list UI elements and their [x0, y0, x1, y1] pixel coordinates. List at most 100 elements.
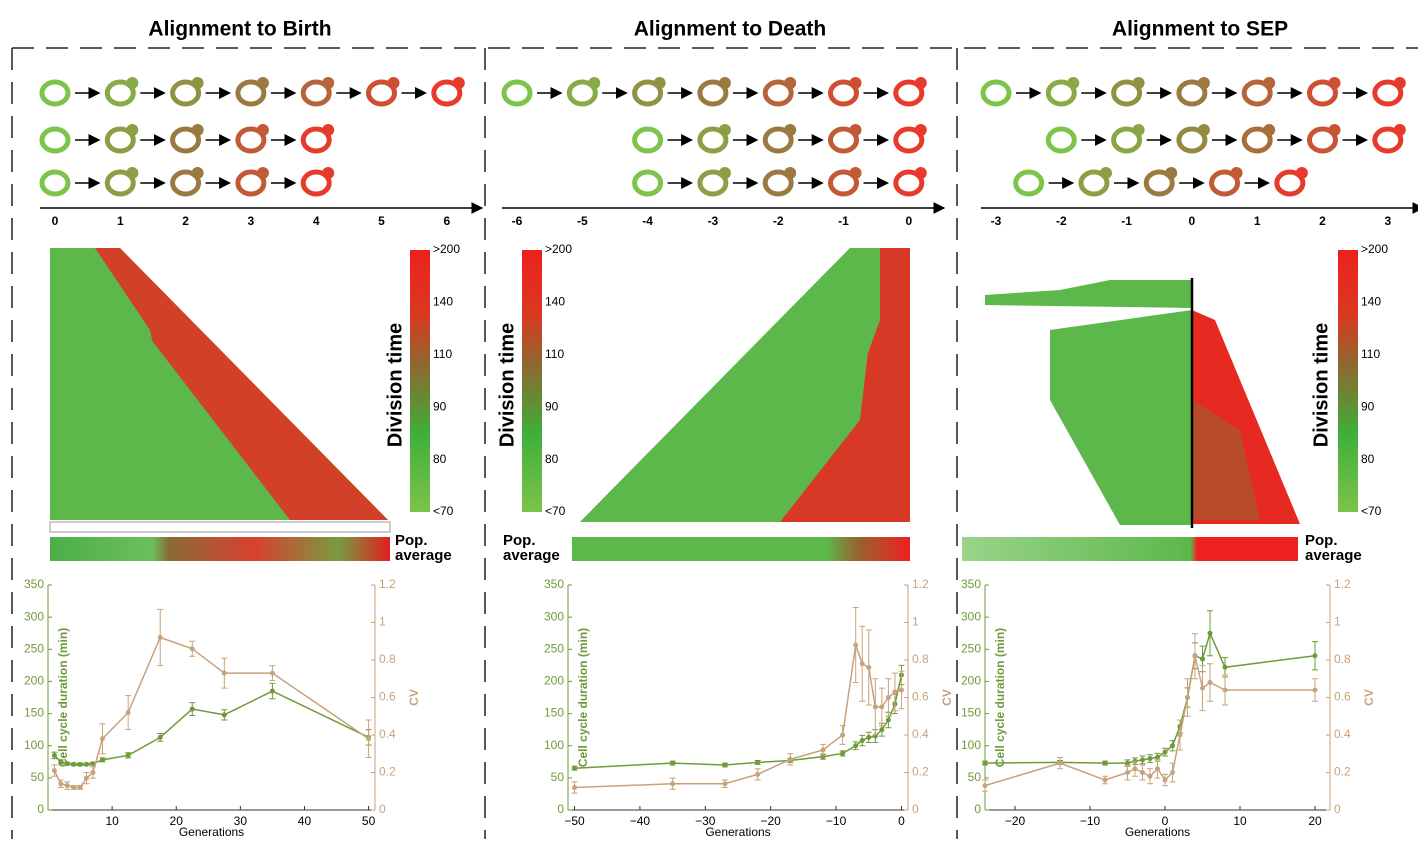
time-tick-label: -2: [773, 214, 784, 228]
cell: [170, 126, 202, 154]
point: [670, 781, 676, 787]
x-tick-label: 30: [234, 814, 248, 828]
colorbar-label: 140: [545, 295, 565, 309]
y-tick-label: 250: [544, 641, 564, 655]
colorbar-label: 90: [433, 399, 447, 413]
time-tick-label: 1: [1254, 214, 1261, 228]
heatmap: [49, 248, 391, 533]
cell: [697, 126, 729, 154]
cell: [697, 79, 729, 107]
cell: [762, 126, 794, 154]
cell: [1176, 126, 1208, 154]
pop-label: average: [1305, 547, 1362, 564]
cell: [632, 126, 664, 154]
bud: [1263, 77, 1276, 89]
bud: [718, 167, 731, 179]
colorbar: [410, 250, 430, 512]
y2-tick-label: 0.6: [1334, 690, 1351, 704]
bud: [849, 167, 862, 179]
y-tick-label: 300: [24, 609, 44, 623]
colorbar-label: >200: [433, 242, 460, 256]
bud: [387, 77, 400, 89]
point: [859, 738, 865, 744]
y-tick-label: 100: [544, 738, 564, 752]
point: [1185, 695, 1190, 700]
y-tick-label: 300: [544, 609, 564, 623]
bud: [784, 167, 797, 179]
point: [859, 661, 865, 667]
cell: [893, 169, 925, 197]
point: [787, 756, 793, 762]
y2-tick-label: 0.8: [912, 652, 929, 666]
point: [269, 670, 275, 676]
point: [58, 759, 64, 765]
point: [1125, 770, 1130, 775]
cell: [300, 79, 332, 107]
bud: [784, 77, 797, 89]
x-tick-label: 40: [298, 814, 312, 828]
point: [1192, 653, 1198, 659]
colorbar-label: >200: [545, 242, 572, 256]
point: [840, 750, 846, 756]
bud: [322, 77, 335, 89]
point: [157, 635, 163, 640]
time-tick-label: 2: [182, 214, 189, 228]
cell: [39, 79, 71, 107]
bud: [1328, 124, 1341, 136]
point: [840, 732, 846, 738]
series-line: [984, 656, 1315, 787]
time-tick-label: -4: [642, 214, 653, 228]
point: [885, 717, 891, 723]
point: [572, 765, 578, 771]
cell: [501, 79, 533, 107]
bud: [1099, 167, 1112, 179]
point: [71, 761, 77, 767]
point: [879, 704, 885, 710]
bud: [126, 124, 139, 136]
point: [125, 752, 131, 758]
colorbar-label: 80: [433, 452, 447, 466]
point: [100, 736, 105, 742]
point: [58, 781, 64, 787]
point: [1147, 773, 1153, 779]
x-axis-label: Generations: [179, 825, 244, 839]
bud: [322, 124, 335, 136]
y-tick-label: 200: [961, 674, 981, 688]
y-tick-label: 50: [968, 770, 982, 784]
bud: [126, 77, 139, 89]
cell: [235, 79, 267, 107]
point: [982, 760, 988, 766]
y2-tick-label: 0.2: [912, 765, 929, 779]
point: [221, 670, 227, 676]
colorbar: [522, 250, 542, 512]
colorbar-label: <70: [1361, 504, 1382, 518]
time-tick-label: 4: [313, 214, 320, 228]
point: [1170, 743, 1175, 749]
point: [982, 783, 988, 789]
series-line: [574, 674, 903, 769]
cell: [235, 169, 267, 197]
cell: [893, 79, 925, 107]
colorbar-label: <70: [545, 504, 566, 518]
colorbar-label: 140: [433, 295, 453, 309]
y-tick-label: 250: [961, 641, 981, 655]
point: [892, 689, 898, 695]
point: [872, 704, 878, 710]
bud: [914, 77, 927, 89]
point: [1222, 664, 1228, 670]
pop-label: average: [503, 547, 560, 564]
y2-tick-label: 0: [912, 802, 919, 816]
bud: [1263, 124, 1276, 136]
pop-label: Pop.: [1305, 532, 1338, 549]
cell: [39, 126, 71, 154]
bud: [1132, 77, 1145, 89]
cell: [1307, 126, 1338, 154]
x-tick-label: 20: [170, 814, 184, 828]
y-tick-label: 100: [24, 738, 44, 752]
cell: [104, 79, 136, 107]
cell: [104, 126, 136, 154]
colorbar-label: 80: [545, 452, 559, 466]
colorbar-label: 140: [1361, 295, 1381, 309]
cell: [1209, 169, 1241, 197]
time-tick-label: 2: [1319, 214, 1326, 228]
